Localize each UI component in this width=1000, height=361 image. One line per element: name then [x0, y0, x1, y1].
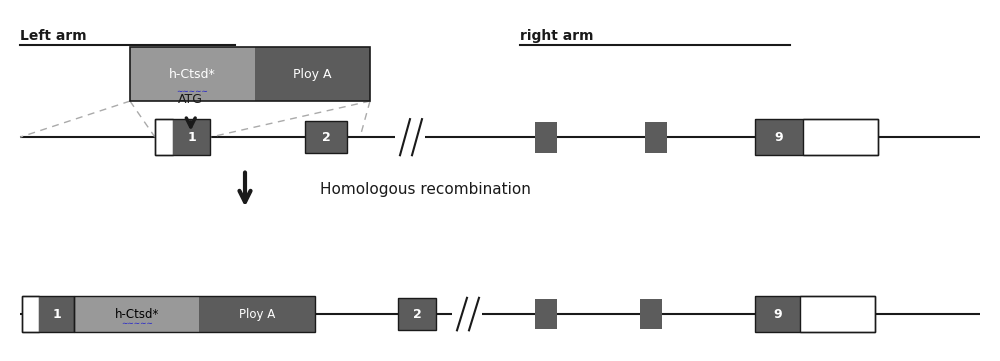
Bar [74, 296, 199, 332]
Text: ∼∼∼∼∼: ∼∼∼∼∼ [176, 87, 208, 96]
Bar [645, 122, 667, 152]
Bar [199, 296, 315, 332]
Text: 1: 1 [52, 308, 61, 321]
Bar [305, 121, 347, 153]
Text: right arm: right arm [520, 29, 594, 43]
Text: h-Ctsd*: h-Ctsd* [114, 308, 159, 321]
Text: Homologous recombination: Homologous recombination [320, 182, 531, 197]
Text: ∼∼∼∼∼: ∼∼∼∼∼ [121, 319, 153, 328]
Bar [74, 296, 315, 332]
Bar [305, 121, 347, 153]
Text: h-Ctsd*: h-Ctsd* [169, 68, 216, 81]
Bar [800, 296, 875, 332]
Bar [535, 122, 557, 152]
Bar [640, 299, 662, 329]
Bar [398, 298, 436, 330]
Text: 9: 9 [773, 308, 782, 321]
Text: 1: 1 [187, 131, 196, 144]
Bar [39, 296, 74, 332]
Bar [755, 119, 878, 155]
Text: Ploy A: Ploy A [293, 68, 332, 81]
Bar [22, 296, 39, 332]
Bar [130, 47, 370, 101]
Text: Left arm: Left arm [20, 29, 87, 43]
Bar [755, 296, 875, 332]
Bar [130, 47, 255, 101]
Bar [155, 119, 173, 155]
Bar [398, 298, 436, 330]
Bar [173, 119, 210, 155]
Bar [255, 47, 370, 101]
Bar [803, 119, 878, 155]
Bar [22, 296, 74, 332]
Bar [755, 296, 800, 332]
Bar [755, 119, 803, 155]
Text: 2: 2 [413, 308, 421, 321]
Bar [155, 119, 210, 155]
Text: 9: 9 [775, 131, 783, 144]
Text: Ploy A: Ploy A [239, 308, 275, 321]
Bar [535, 299, 557, 329]
Text: ATG: ATG [178, 93, 203, 106]
Text: 2: 2 [322, 131, 330, 144]
